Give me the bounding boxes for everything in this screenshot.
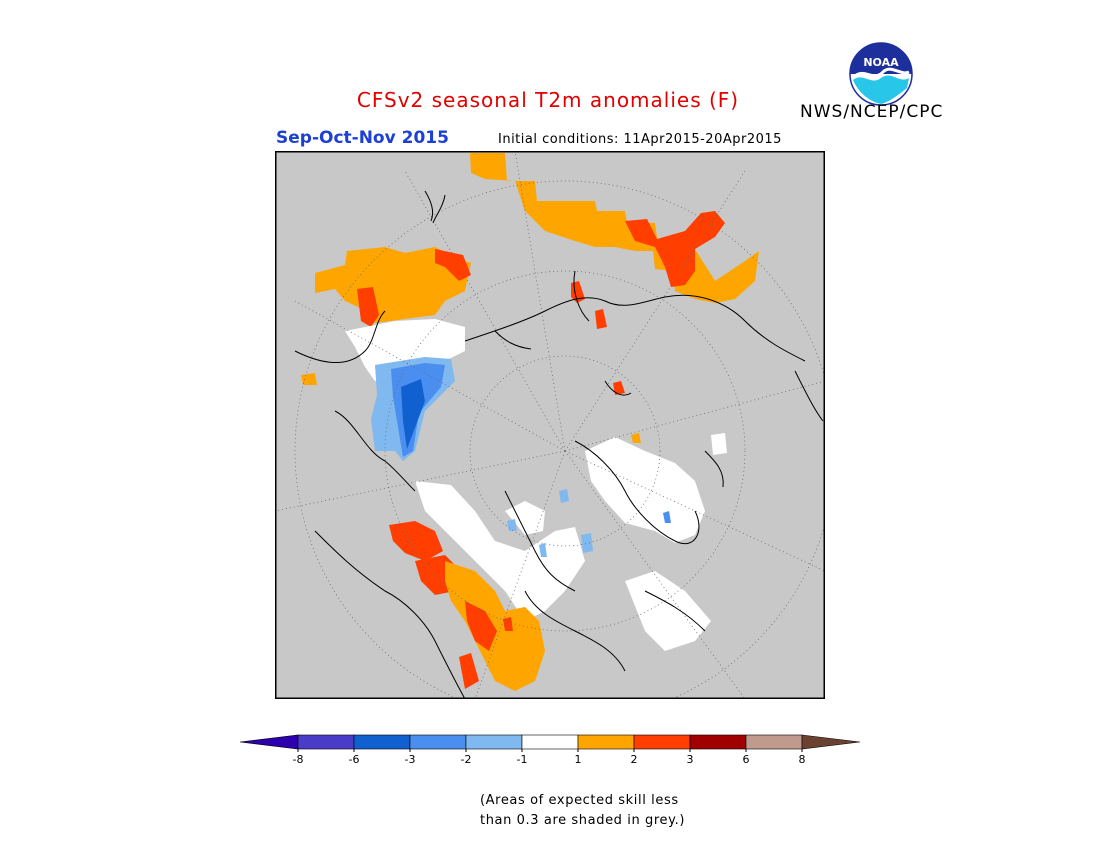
colorbar-cell	[353, 734, 411, 750]
colorbar-cell	[297, 734, 355, 750]
polar-anomaly-map	[275, 151, 825, 699]
warm-anomaly-europe	[315, 247, 471, 323]
coastlines	[294, 190, 824, 699]
colorbar-tick-label: 1	[575, 753, 582, 766]
colorbar-cell	[745, 734, 803, 750]
warm-anomaly-europe-strong	[357, 287, 379, 327]
colorbar-cell	[633, 734, 691, 750]
skill-note-line1: (Areas of expected skill less	[480, 793, 679, 808]
near-normal-greenland	[585, 437, 705, 543]
map-title: CFSv2 seasonal T2m anomalies (F)	[356, 88, 740, 112]
season-label: Sep-Oct-Nov 2015	[276, 128, 449, 148]
colorbar-tick-label: 2	[631, 753, 638, 766]
warm-anomaly-west-us	[445, 561, 545, 691]
colorbar-tick-label: 6	[743, 753, 750, 766]
near-normal-canada	[415, 481, 585, 621]
colorbar-legend: -8 -6 -3 -2 -1 1 2 3 6 8	[239, 734, 861, 766]
colorbar-cell	[521, 734, 579, 750]
warm-anomaly-alaska	[389, 521, 443, 561]
colorbar-tick-label: -8	[293, 753, 304, 766]
colorbar-cell	[577, 734, 635, 750]
colorbar-tick-label: -6	[349, 753, 360, 766]
colorbar-tick-label: 8	[799, 753, 806, 766]
colorbar-arrow-low	[239, 734, 299, 750]
skill-note-line2: than 0.3 are shaded in grey.)	[480, 813, 685, 828]
agency-label: NWS/NCEP/CPC	[800, 102, 944, 122]
svg-text:NOAA: NOAA	[863, 56, 899, 69]
noaa-logo-icon: NOAA	[849, 42, 913, 106]
colorbar-cell	[465, 734, 523, 750]
warm-anomaly-siberia-strong	[625, 211, 725, 287]
colorbar-arrow-high	[801, 734, 861, 750]
colorbar-tick-label: -1	[517, 753, 528, 766]
colorbar-tick-label: -3	[405, 753, 416, 766]
map-frame	[275, 151, 825, 699]
initial-conditions-label: Initial conditions: 11Apr2015-20Apr2015	[498, 132, 782, 147]
map-background	[275, 151, 825, 699]
colorbar-cell	[689, 734, 747, 750]
colorbar-tick-label: -2	[461, 753, 472, 766]
colorbar-tick-label: 3	[687, 753, 694, 766]
colorbar-cell	[409, 734, 467, 750]
